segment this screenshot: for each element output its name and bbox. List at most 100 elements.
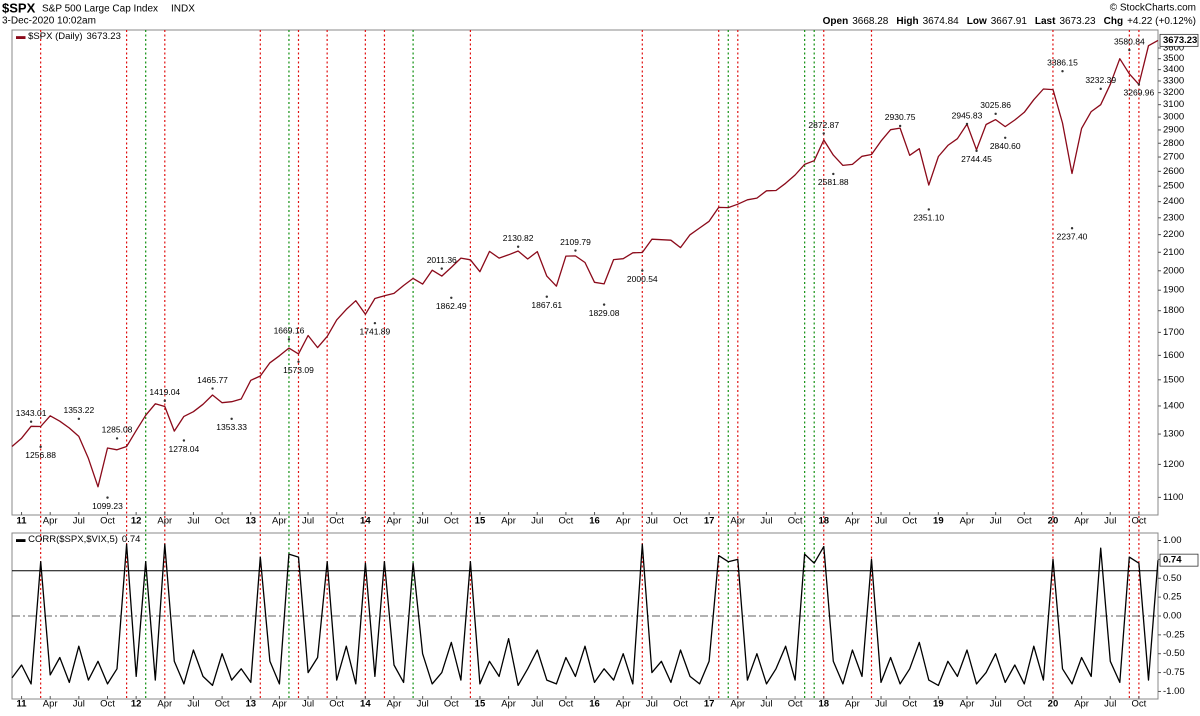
x-tick-label: Oct (559, 699, 574, 710)
x-tick-label: Jul (875, 516, 887, 527)
annotation-point (440, 267, 443, 270)
x-tick-label: 11 (17, 516, 28, 527)
y-tick-label: 0.50 (1163, 573, 1182, 584)
x-tick-label: 16 (589, 699, 600, 710)
annotation-label: 3232.39 (1085, 75, 1116, 85)
quote: Open 3668.28 High 3674.84 Low 3667.91 Last 3673… (823, 16, 1196, 27)
x-tick-label: Oct (902, 699, 917, 710)
annotation-label: 2011.36 (427, 255, 457, 265)
x-tick-label: Jul (646, 516, 658, 527)
annotation-label: 2130.82 (503, 233, 534, 243)
y-tick-label: 0.00 (1163, 611, 1182, 622)
x-tick-label: Oct (1017, 516, 1032, 527)
y-tick-label: 0.25 (1163, 592, 1182, 603)
x-tick-label: 20 (1048, 516, 1059, 527)
y-tick-label: 2100 (1163, 247, 1184, 258)
annotation-point (297, 360, 300, 363)
y-tick-label: 2400 (1163, 196, 1184, 207)
annotation-point (373, 321, 377, 325)
x-tick-label: 15 (475, 516, 486, 527)
x-tick-label: 19 (933, 516, 944, 527)
quote-label: Chg (1104, 16, 1123, 27)
y-tick-label: 2600 (1163, 166, 1184, 177)
y-tick-label: -0.50 (1163, 648, 1185, 659)
x-tick-label: Apr (960, 699, 975, 710)
annotation-point (211, 387, 214, 390)
timestamp: 3-Dec-2020 10:02am (2, 16, 96, 27)
annotation-label: 1829.08 (589, 308, 620, 318)
annotation-point (965, 122, 969, 126)
annotation-point (975, 149, 978, 153)
annotation-point (1128, 48, 1131, 52)
last-value-label: 0.74 (1163, 555, 1182, 566)
exchange: INDX (171, 4, 195, 15)
x-tick-label: Apr (157, 699, 172, 710)
x-tick-label: Jul (417, 699, 429, 710)
x-tick-label: Jul (187, 516, 199, 527)
x-tick-label: 20 (1048, 699, 1059, 710)
annotation-point (450, 296, 453, 299)
annotation-point (832, 172, 835, 176)
x-tick-label: Apr (43, 516, 58, 527)
y-tick-label: 1500 (1163, 374, 1184, 385)
x-tick-label: Apr (845, 516, 860, 527)
y-tick-label: -1.00 (1163, 686, 1185, 697)
legend: ▬ $SPX (Daily) 3673.23 (16, 31, 121, 42)
x-tick-label: Jul (187, 699, 199, 710)
x-tick-label: Apr (272, 699, 287, 710)
annotation-label: 3580.84 (1114, 36, 1145, 46)
x-tick-label: Apr (1074, 516, 1089, 527)
annotation-point (927, 208, 930, 211)
annotation-label: 1285.08 (102, 425, 133, 435)
annotation-label: 1419.04 (149, 387, 180, 397)
y-tick-label: 2300 (1163, 212, 1184, 223)
annotation-label: 1278.04 (169, 444, 200, 454)
annotation-point (822, 132, 825, 135)
x-tick-label: Oct (444, 516, 459, 527)
quote-label: Low (967, 16, 987, 27)
credit: © StockCharts.com (1110, 3, 1196, 14)
quote-value: 3668.28 (852, 16, 889, 27)
x-tick-label: 18 (818, 516, 829, 527)
x-tick-label: Apr (1074, 699, 1089, 710)
x-tick-label: Oct (788, 699, 803, 710)
x-tick-label: Apr (501, 699, 516, 710)
x-tick-label: 18 (818, 699, 829, 710)
x-tick-label: 19 (933, 699, 944, 710)
x-tick-label: Jul (646, 699, 658, 710)
annotation-label: 2930.75 (885, 112, 916, 122)
x-tick-label: Oct (673, 699, 688, 710)
x-tick-label: Oct (673, 516, 688, 527)
annotation-point (115, 437, 119, 440)
x-tick-label: Jul (990, 699, 1002, 710)
x-tick-label: Oct (100, 699, 115, 710)
annotation-point (106, 496, 109, 499)
annotation-point (1099, 87, 1102, 91)
annotation-point (182, 439, 186, 442)
index-name: S&P 500 Large Cap Index (42, 4, 158, 15)
annotation-point (1070, 227, 1074, 230)
x-tick-label: Jul (1104, 516, 1116, 527)
annotation-label: 3025.86 (980, 100, 1011, 110)
annotation-label: 3386.15 (1047, 57, 1078, 67)
annotation-label: 1867.61 (531, 300, 562, 310)
annotation-point (287, 338, 291, 341)
annotation-label: 2872.87 (808, 120, 839, 130)
annotation-point (1137, 83, 1141, 86)
y-tick-label: 1800 (1163, 305, 1184, 316)
x-tick-label: Oct (1017, 699, 1032, 710)
annotation-label: 1099.23 (92, 501, 123, 511)
annotation-point (39, 445, 42, 449)
x-tick-label: Jul (760, 516, 772, 527)
x-tick-label: Apr (387, 699, 402, 710)
x-tick-label: Apr (43, 699, 58, 710)
y-tick-label: 2500 (1163, 181, 1184, 192)
last-value-box (1159, 553, 1199, 567)
y-tick-label: -0.25 (1163, 629, 1185, 640)
quote-value: 3674.84 (923, 16, 960, 27)
y-tick-label: 3600 (1163, 43, 1184, 54)
x-tick-label: Jul (302, 699, 314, 710)
annotation-label: 1862.49 (436, 301, 467, 311)
y-tick-label: 2200 (1163, 229, 1184, 240)
y-tick-label: 1700 (1163, 327, 1184, 338)
